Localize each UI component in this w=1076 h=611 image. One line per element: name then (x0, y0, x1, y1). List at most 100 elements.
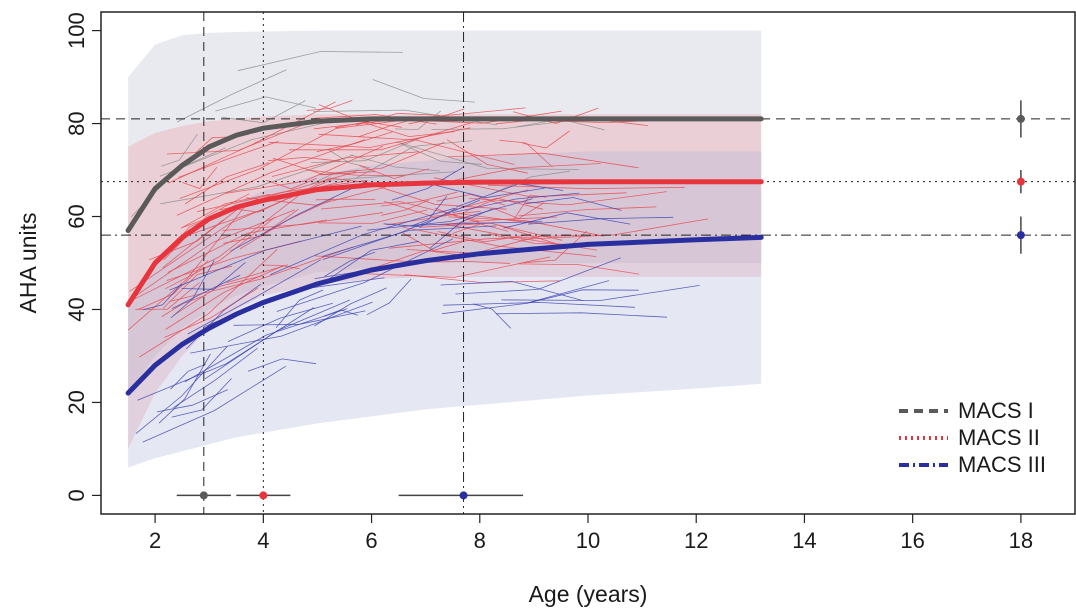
trajectory-line (437, 231, 532, 243)
x-axis-label: Age (years) (529, 581, 648, 607)
x-tick-label: 8 (474, 528, 486, 553)
trajectory-line (359, 256, 551, 278)
age90-point (199, 491, 208, 500)
trajectory-line (372, 79, 475, 103)
y-tick-label: 100 (64, 12, 89, 49)
trajectory-line (316, 131, 393, 153)
trajectory-line (143, 283, 183, 311)
trajectory-line (138, 260, 209, 310)
trajectory-line (162, 219, 224, 269)
trajectory-line (455, 257, 621, 295)
trajectory-line (139, 249, 278, 358)
age90-point (459, 491, 468, 500)
x-tick-label: 16 (900, 528, 924, 553)
trajectory-line (362, 181, 507, 210)
trajectory-line (187, 259, 321, 335)
mean-curve (125, 234, 764, 396)
trajectory-line (176, 139, 366, 216)
trajectory-line (402, 232, 465, 251)
trajectory-line (167, 219, 328, 273)
trajectory-line (495, 312, 668, 318)
trajectory-line (318, 209, 428, 224)
trajectory-line (137, 307, 315, 401)
trajectory-line (179, 126, 339, 199)
trajectory-line (319, 141, 445, 176)
trajectory-line (275, 289, 324, 328)
trajectory-line (522, 130, 570, 149)
trajectory-line (195, 136, 229, 153)
trajectory-line (523, 230, 588, 264)
legend-label: MACS II (958, 425, 1040, 450)
y-tick-label: 60 (64, 204, 89, 228)
trajectory-line (127, 206, 246, 331)
trajectory-line (169, 225, 362, 291)
trajectory-line (422, 260, 511, 264)
trajectory-line (271, 151, 419, 177)
x-tick-label: 6 (365, 528, 377, 553)
trajectory-line (380, 191, 458, 207)
mean-curve (125, 116, 764, 233)
trajectory-line (272, 157, 376, 176)
trajectory-line (225, 145, 384, 194)
trajectory-line (315, 198, 376, 201)
trajectory-line (381, 199, 429, 216)
trajectory-line (190, 301, 373, 354)
trajectory-line (452, 223, 509, 234)
trajectory-line (366, 278, 412, 316)
trajectory-line (229, 198, 288, 213)
y-tick-label: 40 (64, 297, 89, 321)
trajectory-line (160, 154, 354, 205)
trajectory-line (501, 285, 700, 301)
x-tick-label: 18 (1009, 528, 1033, 553)
confidence-bands (128, 30, 762, 468)
trajectory-line (391, 167, 464, 201)
trajectory-line (389, 234, 585, 249)
x-tick-label: 12 (684, 528, 708, 553)
limit-point (1016, 231, 1025, 240)
trajectory-line (441, 280, 610, 315)
trajectory-line (491, 170, 571, 195)
trajectory-line (230, 181, 366, 252)
trajectory-line (159, 118, 345, 177)
trajectory-line (443, 301, 635, 308)
trajectory-line (321, 225, 497, 257)
trajectory-line (363, 122, 455, 138)
trajectory-line (525, 197, 622, 211)
trajectory-line (131, 209, 296, 300)
trajectory-line (503, 212, 631, 229)
trajectory-line (367, 198, 533, 231)
trajectory-line (247, 358, 317, 372)
mean-curves (125, 116, 764, 396)
trajectory-line (412, 221, 543, 226)
trajectory-line (221, 100, 306, 124)
trajectory-line (227, 302, 333, 342)
trajectory-line (161, 133, 198, 167)
trajectory-line (166, 121, 310, 155)
trajectory-line (448, 216, 604, 237)
trajectory-line (276, 238, 454, 312)
trajectory-line (452, 192, 580, 213)
trajectory-line (435, 207, 480, 223)
trajectory-line (172, 347, 258, 409)
trajectory-line (322, 240, 420, 284)
trajectory-line (215, 96, 317, 112)
trajectory-line (184, 162, 270, 205)
trajectory-line (134, 191, 304, 300)
trajectory-line (223, 208, 299, 244)
age90-point (259, 491, 268, 500)
y-tick-label: 80 (64, 111, 89, 135)
trajectory-line (265, 178, 317, 190)
limit-point (1016, 114, 1025, 123)
trajectory-line (268, 127, 471, 148)
legend-label: MACS I (958, 398, 1034, 423)
trajectory-line (142, 365, 287, 443)
y-axis-label: AHA units (15, 213, 41, 314)
trajectory-line (161, 295, 207, 317)
trajectory-line (289, 121, 474, 151)
trajectory-line (520, 218, 709, 240)
trajectory-line (173, 275, 264, 316)
trajectory-line (182, 166, 218, 189)
trajectory-line (355, 140, 473, 179)
